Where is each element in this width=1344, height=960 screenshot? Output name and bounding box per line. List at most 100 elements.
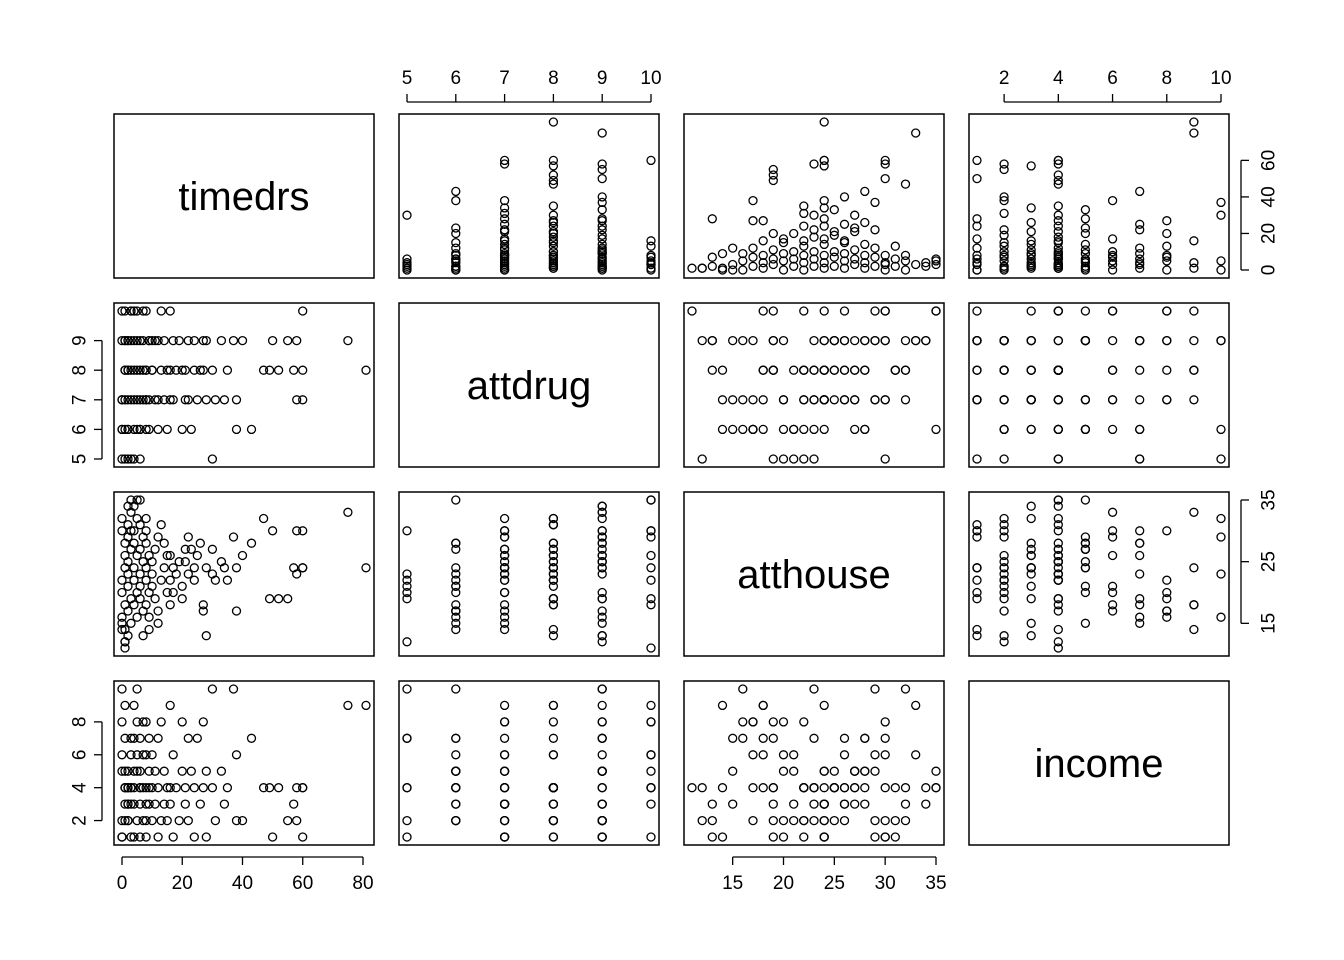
point-atthouse-attdrug-67: [646, 550, 656, 561]
point-attdrug-timedrs-87: [207, 365, 218, 375]
point-attdrug-atthouse-69: [809, 365, 819, 375]
point-income-atthouse-54: [768, 799, 778, 809]
point-atthouse-income-83: [1053, 600, 1063, 610]
point-attdrug-timedrs-39: [135, 424, 145, 435]
point-income-timedrs-87: [207, 783, 218, 793]
point-timedrs-income-100: [1053, 170, 1063, 180]
point-timedrs-attdrug-95: [597, 192, 607, 202]
point-income-atthouse-77: [850, 766, 860, 776]
point-income-timedrs-54: [150, 799, 160, 809]
point-timedrs-income-63: [999, 237, 1009, 248]
point-timedrs-income-40: [972, 250, 982, 261]
point-timedrs-atthouse-54: [768, 245, 778, 255]
point-attdrug-timedrs-96: [246, 424, 257, 435]
point-atthouse-income-81: [1026, 538, 1036, 548]
point-income-timedrs-81: [195, 799, 205, 809]
point-timedrs-income-113: [1053, 259, 1063, 270]
point-income-timedrs-90: [219, 799, 230, 809]
point-timedrs-income-27: [972, 258, 982, 268]
point-timedrs-atthouse-84: [819, 214, 829, 224]
point-atthouse-timedrs-50: [147, 569, 157, 579]
point-income-timedrs-99: [267, 832, 278, 842]
point-income-attdrug-34: [646, 750, 656, 760]
point-timedrs-atthouse-62: [860, 239, 870, 250]
point-attdrug-atthouse-7: [738, 395, 748, 405]
point-income-atthouse-50: [809, 815, 819, 826]
point-atthouse-attdrug-80: [499, 550, 510, 561]
point-timedrs-income-55: [1053, 243, 1063, 253]
point-attdrug-timedrs-88: [210, 395, 221, 405]
point-timedrs-income-56: [972, 243, 982, 253]
point-timedrs-income-7: [1162, 265, 1172, 275]
point-attdrug-income-59: [1162, 306, 1172, 316]
point-income-attdrug-53: [548, 750, 559, 760]
point-timedrs-atthouse-20: [799, 258, 809, 268]
point-atthouse-timedrs-38: [138, 631, 148, 641]
scatter-panel-timedrs-vs-atthouse: [687, 117, 941, 275]
point-timedrs-attdrug-45: [548, 250, 559, 261]
point-timedrs-atthouse-16: [748, 261, 758, 271]
point-atthouse-income-17: [1026, 618, 1036, 628]
point-timedrs-attdrug-117: [451, 265, 461, 275]
point-atthouse-timedrs-113: [126, 495, 136, 505]
point-income-timedrs-95: [237, 815, 248, 826]
point-timedrs-attdrug-119: [402, 259, 412, 270]
point-income-timedrs-36: [138, 717, 148, 727]
scatter-panel-attdrug-vs-atthouse: [687, 306, 941, 464]
point-attdrug-timedrs-93: [231, 395, 242, 405]
point-timedrs-attdrug-112: [646, 263, 656, 273]
point-atthouse-income-115: [1026, 631, 1036, 641]
point-timedrs-income-70: [999, 230, 1009, 240]
point-income-atthouse-8: [717, 700, 728, 711]
point-timedrs-income-25: [1189, 258, 1199, 268]
tick-label-bottom-timedrs: 60: [292, 873, 313, 894]
point-atthouse-timedrs-108: [343, 507, 353, 517]
point-atthouse-attdrug-7: [499, 612, 510, 622]
tick-label-bottom-atthouse: 30: [875, 873, 896, 894]
point-attdrug-atthouse-111: [921, 335, 931, 346]
point-income-timedrs-111: [123, 783, 133, 793]
point-income-atthouse-19: [911, 750, 921, 760]
point-atthouse-attdrug-62: [597, 538, 607, 548]
point-attdrug-timedrs-114: [117, 395, 127, 405]
point-timedrs-income-37: [972, 254, 982, 264]
tick-label-top-income: 10: [1210, 68, 1231, 89]
tick-label-left-attdrug: 7: [70, 395, 91, 406]
point-timedrs-attdrug-27: [499, 258, 510, 268]
point-atthouse-income-119: [1135, 526, 1145, 536]
scatter-panel-income-vs-attdrug: [402, 684, 656, 842]
point-timedrs-attdrug-62: [597, 239, 607, 250]
point-income-timedrs-6: [120, 733, 130, 743]
point-attdrug-income-63: [999, 424, 1009, 435]
point-income-atthouse-49: [900, 799, 911, 809]
point-attdrug-atthouse-20: [799, 454, 809, 464]
point-income-atthouse-35: [768, 733, 778, 743]
point-atthouse-income-73: [1162, 594, 1172, 604]
point-timedrs-atthouse-32: [829, 252, 839, 262]
point-attdrug-atthouse-21: [819, 424, 829, 435]
point-attdrug-income-113: [1053, 306, 1063, 316]
point-attdrug-timedrs-22: [132, 395, 142, 405]
point-atthouse-timedrs-17: [126, 618, 136, 628]
point-timedrs-attdrug-87: [548, 210, 559, 220]
point-attdrug-timedrs-0: [117, 454, 127, 464]
point-timedrs-income-77: [1080, 223, 1091, 233]
point-attdrug-atthouse-71: [789, 424, 799, 435]
point-income-atthouse-114: [717, 832, 728, 842]
point-attdrug-timedrs-10: [123, 454, 133, 464]
point-atthouse-timedrs-40: [141, 575, 151, 585]
point-timedrs-atthouse-60: [819, 239, 829, 250]
point-timedrs-income-59: [1162, 241, 1172, 251]
point-timedrs-income-86: [1216, 210, 1226, 220]
point-attdrug-atthouse-47: [880, 306, 890, 316]
point-attdrug-atthouse-105: [880, 395, 890, 405]
point-atthouse-attdrug-117: [451, 618, 461, 628]
point-atthouse-income-107: [1053, 563, 1063, 573]
point-atthouse-income-16: [999, 606, 1009, 616]
point-timedrs-atthouse-90: [819, 203, 829, 213]
point-attdrug-income-118: [1080, 306, 1091, 316]
scatter-panel-income-vs-atthouse: [687, 684, 941, 842]
point-timedrs-atthouse-58: [728, 243, 738, 253]
point-attdrug-timedrs-103: [292, 395, 302, 405]
point-income-atthouse-93: [819, 815, 829, 826]
